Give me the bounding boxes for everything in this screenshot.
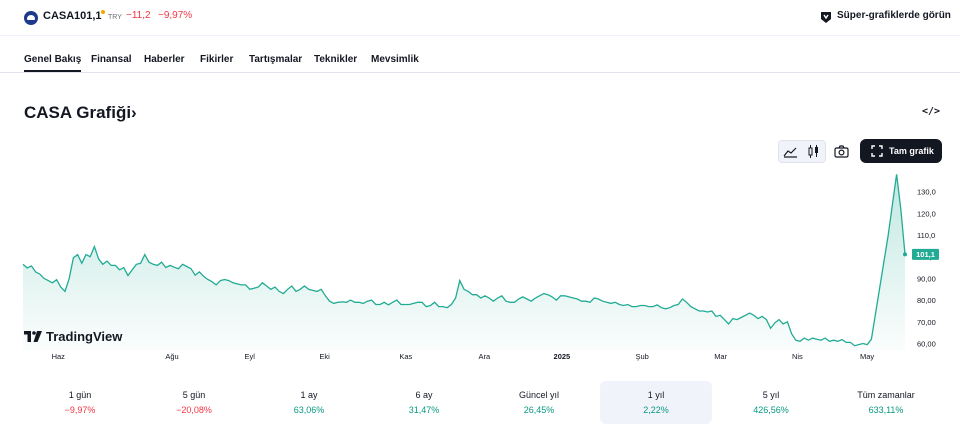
- embed-code-icon[interactable]: </>: [922, 106, 941, 117]
- tab-technicals[interactable]: Teknikler: [314, 54, 358, 65]
- last-price-point: [903, 252, 907, 257]
- full-chart-button[interactable]: Tam grafik: [860, 139, 942, 163]
- price-line: [22, 174, 906, 347]
- last-price: 101,1: [74, 10, 102, 22]
- range-5-days[interactable]: 5 gün −20,08%: [138, 381, 250, 424]
- range-year-to-date[interactable]: Güncel yıl 26,45%: [483, 381, 595, 424]
- section-tabs: Genel Bakış Finansal Haberler Fikirler T…: [0, 36, 960, 73]
- supercharts-link[interactable]: Süper-grafiklerde görün: [837, 10, 951, 21]
- area-chart-button[interactable]: [779, 141, 802, 162]
- company-logo-icon: [24, 11, 38, 25]
- tab-ideas[interactable]: Fikirler: [200, 54, 234, 65]
- y-tick-label: 120,0: [917, 209, 936, 218]
- x-axis: Haz Ağu Eyl Eki Kas Ara 2025 Şub Mar Nis May: [52, 352, 875, 361]
- range-label: Tüm zamanlar: [857, 390, 915, 400]
- x-tick-label: Ara: [478, 352, 491, 361]
- last-price-badge: 101,1: [912, 248, 939, 260]
- x-tick-label: Kas: [399, 352, 412, 361]
- tab-news[interactable]: Haberler: [144, 54, 185, 65]
- x-tick-label: 2025: [554, 352, 571, 361]
- supercharts-icon[interactable]: [819, 10, 833, 24]
- y-tick-label: 60,00: [917, 339, 936, 348]
- tradingview-mark-icon: [24, 331, 42, 342]
- symbol-header: CASA 101,1 TRY −11,2 −9,97% Süper-grafik…: [0, 0, 960, 36]
- y-tick-label: 130,0: [917, 188, 936, 197]
- price-change: −11,2: [126, 10, 151, 21]
- snapshot-button[interactable]: [830, 140, 853, 163]
- ticker-symbol[interactable]: CASA: [43, 10, 75, 22]
- range-label: 6 ay: [415, 390, 433, 400]
- time-range-selector: 1 gün −9,97% 5 gün −20,08% 1 ay 63,06% 6…: [0, 381, 960, 425]
- range-change: 426,56%: [753, 405, 789, 415]
- range-label: 1 ay: [300, 390, 318, 400]
- currency-code: TRY: [108, 14, 122, 21]
- camera-icon: [834, 145, 849, 158]
- candlestick-icon: [808, 145, 818, 158]
- chart-title-text: CASA Grafiği: [24, 103, 132, 122]
- x-tick-label: Eki: [319, 352, 330, 361]
- tab-overview[interactable]: Genel Bakış: [24, 54, 82, 72]
- last-price-badge-label: 101,1: [916, 250, 935, 259]
- range-change: −9,97%: [64, 405, 96, 415]
- range-1-day[interactable]: 1 gün −9,97%: [24, 381, 136, 424]
- x-tick-label: May: [860, 352, 874, 361]
- chart-title[interactable]: CASA Grafiği›: [24, 103, 137, 123]
- range-change: 633,11%: [868, 405, 904, 415]
- range-label: 5 gün: [182, 390, 206, 400]
- range-1-month[interactable]: 1 ay 63,06%: [253, 381, 365, 424]
- tab-seasonals[interactable]: Mevsimlik: [371, 54, 419, 65]
- range-label: 1 gün: [68, 390, 92, 400]
- y-tick-label: 90,00: [917, 274, 936, 283]
- market-status-dot-icon: [101, 10, 105, 14]
- chart-style-toggle: [778, 140, 826, 163]
- x-tick-label: Eyl: [244, 352, 255, 361]
- tradingview-wordmark: TradingView: [46, 329, 123, 344]
- full-chart-label: Tam grafik: [889, 146, 934, 156]
- tab-discussions[interactable]: Tartışmalar: [249, 54, 303, 65]
- y-tick-label: 110,0: [917, 231, 935, 240]
- range-change: 2,22%: [643, 405, 669, 415]
- candlestick-button[interactable]: [802, 141, 825, 162]
- range-label: Güncel yıl: [518, 390, 560, 400]
- x-tick-label: Nis: [792, 352, 803, 361]
- range-1-year[interactable]: 1 yıl 2,22%: [600, 381, 712, 424]
- tab-financials[interactable]: Finansal: [91, 54, 132, 65]
- fullscreen-icon: [871, 145, 883, 157]
- price-area-fill: [23, 174, 905, 350]
- range-change: 26,45%: [523, 405, 555, 415]
- price-chart[interactable]: 60,0070,0080,0090,00100,0110,0120,0130,0…: [0, 165, 960, 365]
- range-5-years[interactable]: 5 yıl 426,56%: [715, 381, 827, 424]
- range-label: 5 yıl: [762, 390, 780, 400]
- chevron-right-icon: ›: [131, 103, 137, 122]
- range-change: −20,08%: [176, 405, 212, 415]
- x-tick-label: Şub: [635, 352, 648, 361]
- y-tick-label: 70,00: [917, 318, 936, 327]
- range-6-months[interactable]: 6 ay 31,47%: [368, 381, 480, 424]
- price-change-percent: −9,97%: [158, 10, 193, 21]
- range-change: 31,47%: [408, 405, 440, 415]
- range-all-time[interactable]: Tüm zamanlar 633,11%: [830, 381, 942, 424]
- x-tick-label: Mar: [714, 352, 727, 361]
- y-tick-label: 80,00: [917, 296, 936, 305]
- x-tick-label: Ağu: [165, 352, 178, 361]
- area-chart-icon: [783, 147, 797, 158]
- x-tick-label: Haz: [52, 352, 66, 361]
- range-change: 63,06%: [293, 405, 325, 415]
- range-label: 1 yıl: [647, 390, 665, 400]
